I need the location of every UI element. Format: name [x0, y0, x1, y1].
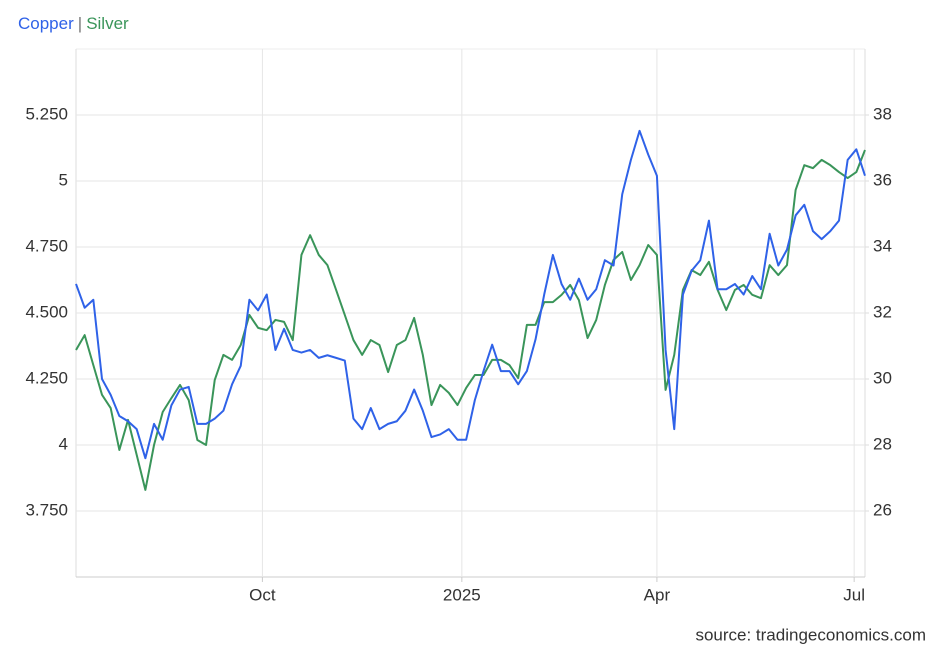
y-tick-label: 4.500: [25, 302, 68, 321]
series-line: [75, 149, 866, 491]
x-tick-label: Oct: [249, 585, 276, 604]
x-tick-label: 2025: [443, 585, 481, 604]
legend-entry: Copper: [18, 14, 74, 33]
y2-tick-label: 34: [873, 236, 892, 255]
y-tick-label: 5.250: [25, 104, 68, 123]
legend-separator: |: [78, 14, 82, 33]
y-tick-label: 4: [59, 434, 68, 453]
y2-tick-label: 30: [873, 368, 892, 387]
y2-tick-label: 28: [873, 434, 892, 453]
y2-tick-label: 32: [873, 302, 892, 321]
x-tick-label: Apr: [644, 585, 671, 604]
y2-tick-label: 36: [873, 170, 892, 189]
y-tick-label: 4.250: [25, 368, 68, 387]
y2-tick-label: 26: [873, 500, 892, 519]
y-tick-label: 4.750: [25, 236, 68, 255]
y-tick-label: 5: [59, 170, 68, 189]
series-line: [75, 129, 866, 460]
x-tick-label: Jul: [843, 585, 865, 604]
legend: Copper | Silver: [18, 14, 129, 33]
y2-tick-label: 38: [873, 104, 892, 123]
y-tick-label: 3.750: [25, 500, 68, 519]
source: source: tradingeconomics.com: [695, 625, 926, 644]
legend-entry: Silver: [86, 14, 129, 33]
